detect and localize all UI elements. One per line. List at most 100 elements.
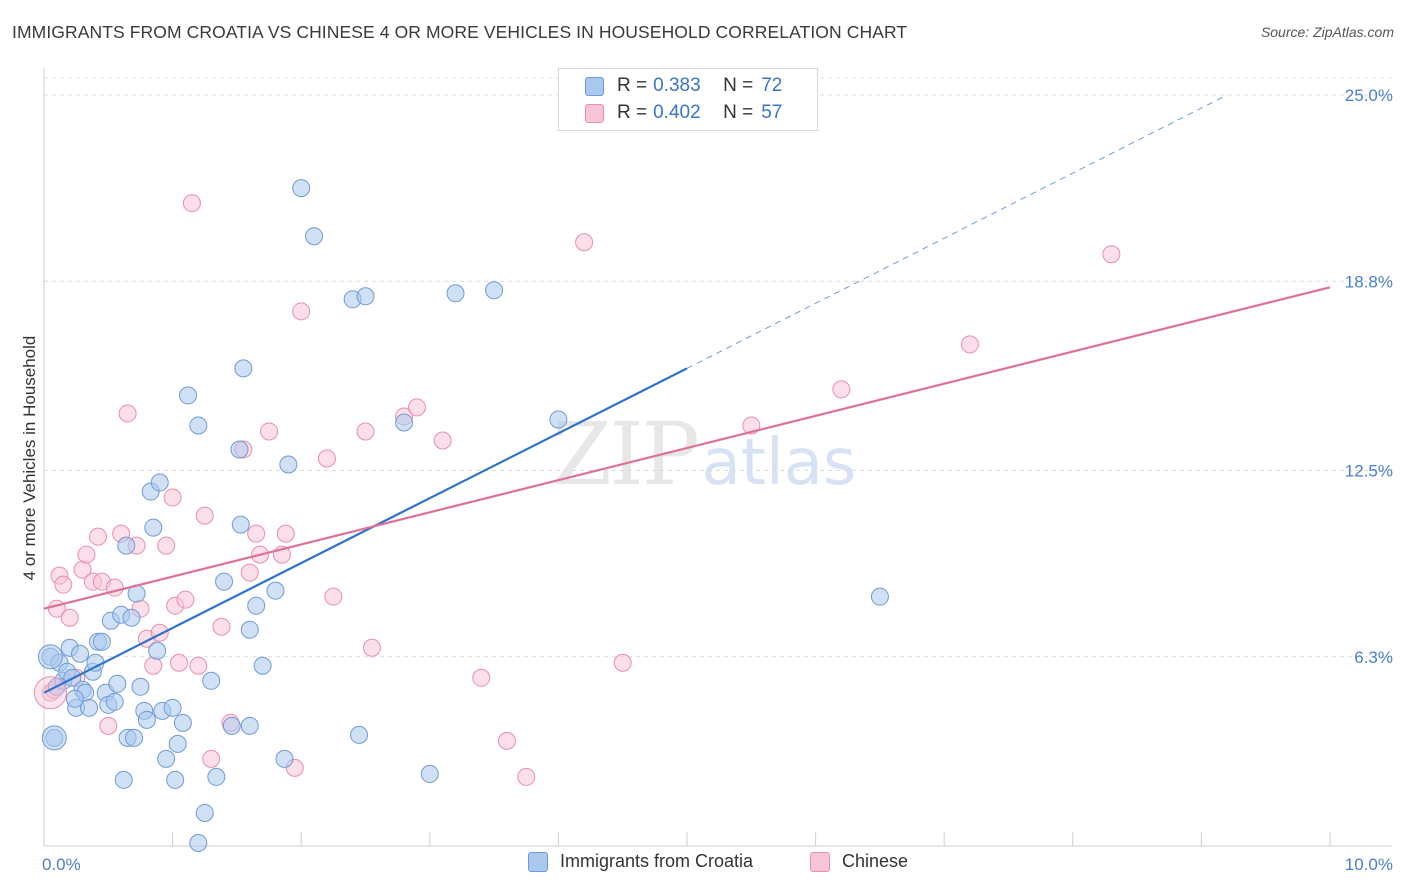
croatia-point [80,698,99,717]
croatia-point [179,386,198,405]
chinese-point [575,233,594,252]
croatia-point [231,515,250,534]
croatia-point [148,641,167,660]
x-tick-label: 10.0% [1345,855,1393,874]
chinese-point [472,668,491,687]
croatia-point [163,698,182,717]
chinese-point [742,416,761,435]
legend-n-value: 57 [761,102,783,123]
x-tick-label: 0.0% [42,855,81,874]
chinese-point [60,608,79,627]
chinese-point [77,545,96,564]
croatia-point [247,596,266,615]
croatia-point [356,287,375,306]
axis-layer [43,68,1392,847]
y-tick-label: 12.5% [1345,462,1393,481]
legend-r-label: R = [617,102,648,123]
series-legend-croatia[interactable]: Immigrants from Croatia [528,851,753,872]
chinese-point [407,398,426,417]
chinese-point [33,676,67,710]
series-legend-label: Chinese [842,851,909,871]
croatia-trend-line [43,367,688,694]
chinese-point [202,749,221,768]
croatia-point [446,284,465,303]
chinese-point [247,524,266,543]
chinese-point [118,404,137,423]
croatia-point [122,608,141,627]
croatia-point [65,689,84,708]
croatia-point [485,281,504,300]
croatia-point [240,716,259,735]
croatia-point [189,416,208,435]
watermark-zip: ZIP [552,405,700,505]
chinese-point [170,653,189,672]
chinese-point [150,623,169,642]
croatia-point [207,767,226,786]
chinese-point [212,617,231,636]
chinese-point [189,656,208,675]
legend-r-value: 0.402 [653,102,701,123]
legend-n-label: N = [723,75,754,96]
source-label: Source: ZipAtlas.com [1260,24,1394,40]
croatia-point [114,770,133,789]
croatia-trend-extension [686,94,1228,369]
croatia-point [144,518,163,537]
chinese-point [240,563,259,582]
croatia-point [420,764,439,783]
croatia-point [549,410,568,429]
croatia-point [222,716,241,735]
series-legend: Immigrants from Croatia Chinese [0,851,1406,877]
series-legend-label: Immigrants from Croatia [560,851,754,871]
croatia-point [189,833,208,852]
chinese-point [99,716,118,735]
croatia-point [92,632,111,651]
chinese-point [292,302,311,321]
legend-swatch-croatia [585,76,604,96]
croatia-point [350,725,369,744]
croatia-point [230,440,249,459]
croatia-point [150,473,169,492]
chinese-point [144,656,163,675]
chinese-point [163,488,182,507]
croatia-point [137,710,156,729]
chinese-point [182,194,201,213]
croatia-point [195,803,214,822]
legend-n-value: 72 [761,75,783,96]
croatia-point [168,734,187,753]
croatia-point [173,713,192,732]
croatia-point [131,677,150,696]
chinese-point [613,653,632,672]
croatia-point [292,179,311,198]
chinese-point [832,380,851,399]
chinese-point [433,431,452,450]
chinese-point [195,506,214,525]
series-swatch-chinese [810,851,830,872]
chinese-trend-line [43,286,1331,610]
series-legend-chinese[interactable]: Chinese [810,851,908,872]
croatia-point [37,644,63,670]
points-layer [33,179,1121,852]
legend-row-croatia: R = 0.383 N = 72 [585,73,782,99]
y-tick-label: 18.8% [1345,272,1393,291]
legend-row-chinese: R = 0.402 N = 57 [585,100,782,126]
croatia-point [105,692,124,711]
chinese-point [497,731,516,750]
y-tick-label: 6.3% [1354,648,1393,667]
y-tick-label: 25.0% [1345,86,1393,105]
chinese-point [260,422,279,441]
legend-r-label: R = [617,75,648,96]
legend-r-value: 0.383 [653,75,701,96]
croatia-point [157,749,176,768]
chinese-point [324,587,343,606]
chinese-point [276,524,295,543]
chinese-point [176,590,195,609]
chart-title: IMMIGRANTS FROM CROATIA VS CHINESE 4 OR … [12,22,908,42]
croatia-point [305,227,324,246]
legend-n-label: N = [723,102,754,123]
croatia-point [125,728,144,747]
croatia-point [108,674,127,693]
croatia-point [41,725,67,751]
chinese-point [89,527,108,546]
chinese-point [356,422,375,441]
